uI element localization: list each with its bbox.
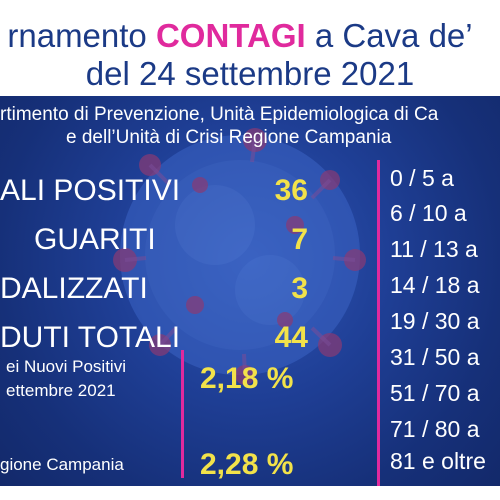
stat-value-guariti: 7 — [291, 223, 308, 256]
age-group-row: 81 e oltre — [390, 448, 486, 474]
nuovi-positivi-label-2: ettembre 2021 — [6, 381, 116, 400]
age-group-row: 0 / 5 a — [390, 165, 454, 191]
footer-band — [0, 486, 500, 500]
regione-campania-percentage: 2,28 % — [200, 448, 294, 481]
title-prefix: rnamento — [7, 17, 156, 54]
page-subtitle-date: del 24 settembre 2021 — [85, 55, 415, 92]
age-group-row: 19 / 30 a — [390, 308, 480, 334]
stat-value-positivi: 36 — [274, 174, 308, 207]
divider-percentages — [181, 350, 184, 478]
header-band — [0, 0, 500, 96]
nuovi-positivi-label-1: ei Nuovi Positivi — [6, 357, 126, 376]
stat-label-totali: DUTI TOTALI — [0, 321, 181, 354]
divider-age-groups — [377, 160, 380, 486]
age-group-row: 71 / 80 a — [390, 416, 480, 442]
stat-label-ospedalizzati: DALIZZATI — [0, 272, 148, 305]
nuovi-positivi-percentage: 2,18 % — [200, 362, 294, 395]
age-group-row: 11 / 13 a — [390, 236, 478, 262]
page-title: rnamento CONTAGI a Cava de’ — [0, 18, 500, 54]
stat-value-ospedalizzati: 3 — [291, 272, 308, 305]
title-suffix: a Cava de’ — [305, 17, 473, 54]
regione-campania-label: gione Campania — [0, 455, 124, 474]
age-group-row: 31 / 50 a — [390, 344, 480, 370]
stat-label-positivi: ALI POSITIVI — [0, 174, 181, 207]
source-line-1: rtimento di Prevenzione, Unità Epidemiol… — [0, 104, 439, 125]
title-highlight: CONTAGI — [155, 17, 306, 54]
age-group-row: 6 / 10 a — [390, 200, 467, 226]
age-group-row: 51 / 70 a — [390, 380, 480, 406]
stat-value-totali: 44 — [274, 321, 308, 354]
source-line-2: e dell’Unità di Crisi Regione Campania — [66, 127, 392, 148]
stat-label-guariti: GUARITI — [34, 223, 156, 256]
age-group-row: 14 / 18 a — [390, 272, 480, 298]
